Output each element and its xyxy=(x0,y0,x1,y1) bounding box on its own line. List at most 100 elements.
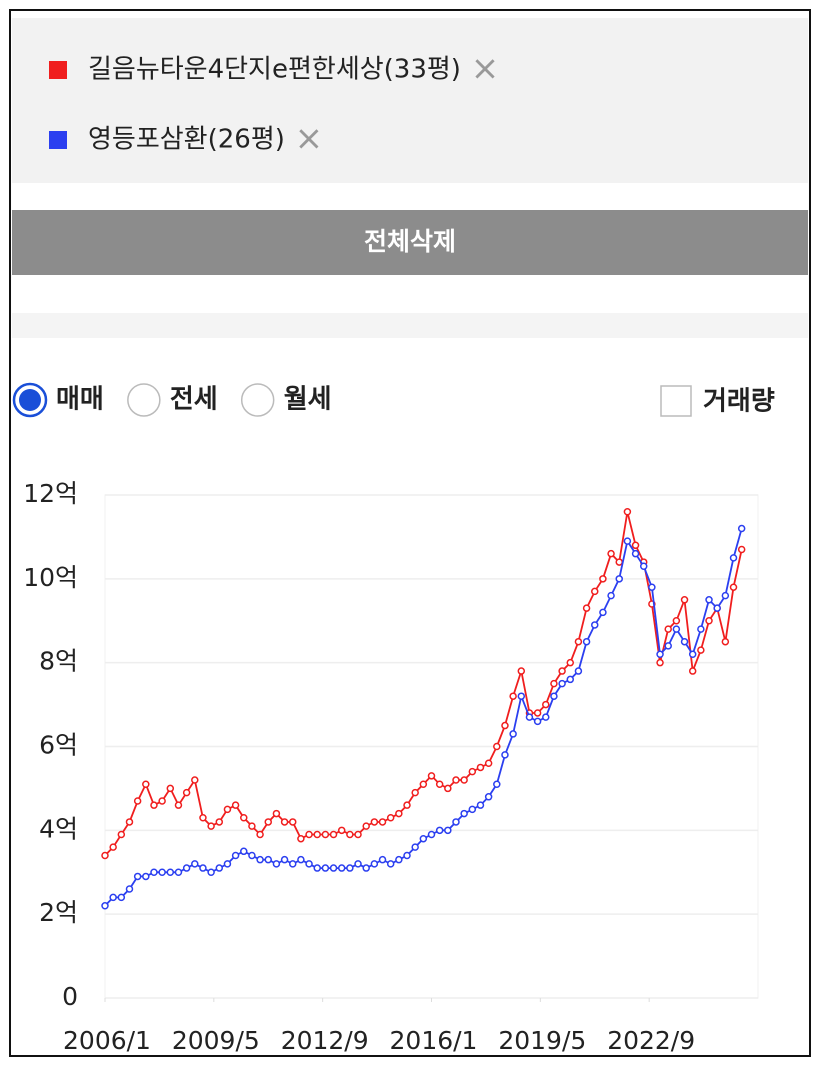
data-point xyxy=(313,830,321,839)
data-point xyxy=(166,868,175,876)
legend-swatch xyxy=(49,61,67,79)
data-point xyxy=(174,801,183,809)
x-tick-label: 2012/9 xyxy=(281,1026,369,1055)
data-point xyxy=(215,864,224,872)
radio-label[interactable]: 매매 xyxy=(56,385,104,415)
data-point xyxy=(419,780,428,788)
data-point xyxy=(386,860,395,868)
data-point xyxy=(231,851,240,860)
data-point xyxy=(264,855,272,864)
checkbox[interactable] xyxy=(660,385,692,417)
data-point xyxy=(297,855,305,864)
data-point xyxy=(101,851,109,860)
data-point xyxy=(558,667,566,675)
frame xyxy=(9,9,811,1057)
y-tick-label: 6억 xyxy=(39,731,78,760)
data-point xyxy=(329,864,338,872)
data-point xyxy=(182,864,191,872)
data-point xyxy=(240,814,248,822)
data-point xyxy=(680,596,689,604)
remove-icon[interactable]: × xyxy=(471,49,500,89)
data-point xyxy=(378,818,387,826)
data-point xyxy=(207,868,215,876)
y-tick-label: 10억 xyxy=(23,563,78,592)
checkbox-label[interactable]: 거래량 xyxy=(703,387,775,417)
data-point xyxy=(305,830,313,839)
data-point xyxy=(272,860,281,868)
data-point xyxy=(370,818,379,826)
data-point xyxy=(248,822,256,830)
data-point xyxy=(688,667,697,675)
data-point xyxy=(517,692,526,700)
data-point xyxy=(680,637,689,646)
data-point xyxy=(444,784,452,793)
data-point xyxy=(223,860,232,868)
data-point xyxy=(362,864,370,872)
data-point xyxy=(452,776,460,784)
data-point xyxy=(460,776,468,784)
clear-all-button[interactable] xyxy=(12,210,808,275)
y-tick-label: 0 xyxy=(62,982,78,1011)
data-point xyxy=(460,809,468,818)
data-point xyxy=(297,834,305,843)
legend-panel xyxy=(12,18,808,183)
data-point xyxy=(533,717,542,726)
data-point xyxy=(631,541,640,550)
data-point xyxy=(403,851,411,860)
data-point xyxy=(737,545,746,554)
data-point xyxy=(729,583,738,591)
data-point xyxy=(664,625,672,633)
data-point xyxy=(435,780,444,788)
data-point xyxy=(117,830,126,839)
data-point xyxy=(493,742,501,751)
data-point xyxy=(574,637,583,646)
data-point xyxy=(468,767,477,776)
remove-icon[interactable]: × xyxy=(295,119,324,159)
data-point xyxy=(346,864,354,872)
data-point xyxy=(337,826,346,835)
data-point xyxy=(288,818,297,826)
data-point xyxy=(199,814,207,822)
data-point xyxy=(142,780,150,788)
data-point xyxy=(697,625,705,633)
data-point xyxy=(305,860,313,868)
data-point xyxy=(395,855,403,864)
data-point xyxy=(403,801,411,809)
data-point xyxy=(256,855,264,864)
data-point xyxy=(484,759,493,768)
radio[interactable] xyxy=(127,383,161,417)
clear-all-label[interactable]: 전체삭제 xyxy=(364,227,456,256)
data-point xyxy=(321,864,330,872)
data-point xyxy=(517,667,526,675)
data-point xyxy=(558,679,566,688)
data-point xyxy=(648,583,656,591)
x-tick-label: 2022/9 xyxy=(607,1026,695,1055)
data-point xyxy=(158,797,166,805)
data-point xyxy=(419,834,428,843)
data-point xyxy=(117,893,126,902)
data-point xyxy=(493,780,501,788)
y-tick-label: 2억 xyxy=(39,898,78,927)
data-point xyxy=(362,822,370,830)
data-point xyxy=(509,730,517,738)
data-point xyxy=(550,692,558,700)
data-point xyxy=(550,679,558,688)
spacer xyxy=(12,313,808,338)
data-point xyxy=(109,843,117,851)
legend-label: 영등포삼환(26평) xyxy=(88,125,285,155)
data-point xyxy=(191,860,199,868)
radio[interactable] xyxy=(240,383,275,417)
data-point xyxy=(280,818,289,826)
legend-swatch xyxy=(49,131,67,149)
data-point xyxy=(264,818,272,826)
data-point xyxy=(664,642,672,650)
data-point xyxy=(688,650,697,659)
data-point xyxy=(672,617,681,625)
data-point xyxy=(591,587,599,596)
radio-label[interactable]: 전세 xyxy=(170,385,218,415)
data-point xyxy=(476,801,485,809)
data-point xyxy=(427,830,436,839)
radio-label[interactable]: 월세 xyxy=(284,385,332,415)
